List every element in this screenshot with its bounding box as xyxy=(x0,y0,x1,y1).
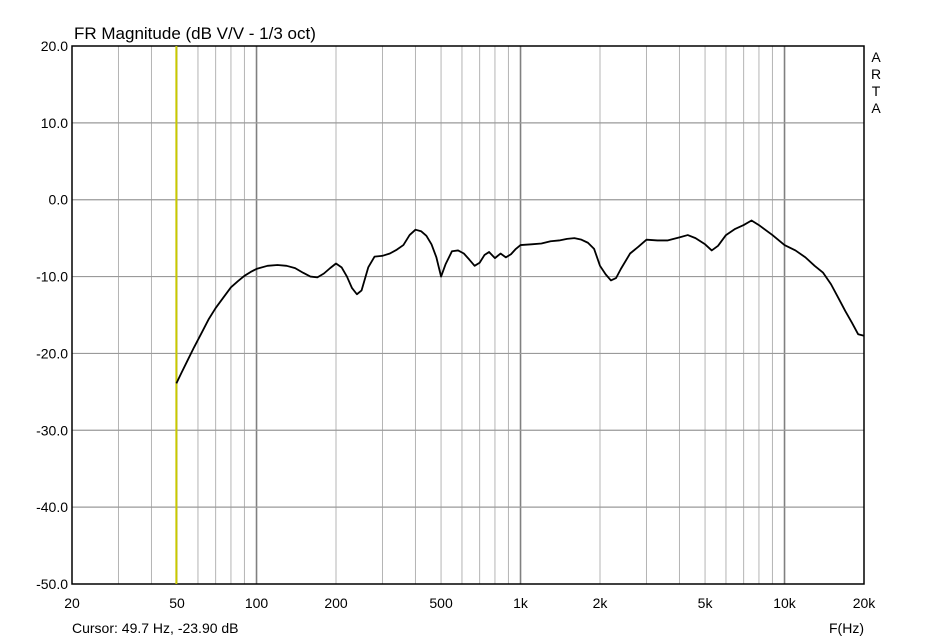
x-tick-label: 1k xyxy=(513,595,529,611)
brand-letter: A xyxy=(871,49,881,65)
plot-border xyxy=(71,45,865,585)
y-tick-label: -20.0 xyxy=(36,345,68,361)
y-tick-label: 10.0 xyxy=(41,115,68,131)
y-tick-label: -40.0 xyxy=(36,499,68,515)
series-line-0 xyxy=(175,219,865,384)
brand-letter: R xyxy=(871,66,881,82)
plot-frame xyxy=(71,45,865,585)
y-tick-label: -10.0 xyxy=(36,269,68,285)
x-tick-label: 100 xyxy=(245,595,269,611)
brand-letter: A xyxy=(871,100,881,116)
x-tick-labels: 20 50 100 200 500 1k 2k 5k 10k 20k xyxy=(64,595,876,611)
grid-lines xyxy=(72,46,864,584)
y-tick-label: 0.0 xyxy=(49,192,69,208)
x-tick-label: 500 xyxy=(429,595,453,611)
y-tick-label: 20.0 xyxy=(41,38,68,54)
series-layer xyxy=(175,219,865,384)
x-axis-label: F(Hz) xyxy=(829,620,864,636)
x-tick-label: 5k xyxy=(698,595,714,611)
x-tick-label: 2k xyxy=(593,595,609,611)
y-tick-label: -30.0 xyxy=(36,422,68,438)
x-tick-label: 50 xyxy=(169,595,185,611)
x-tick-label: 10k xyxy=(773,595,797,611)
brand-letter: T xyxy=(872,83,881,99)
y-tick-labels: 20.0 10.0 0.0 -10.0 -20.0 -30.0 -40.0 -50.0 xyxy=(36,38,68,592)
x-tick-label: 20 xyxy=(64,595,80,611)
chart-title: FR Magnitude (dB V/V - 1/3 oct) xyxy=(74,24,316,43)
cursor-readout: Cursor: 49.7 Hz, -23.90 dB xyxy=(72,620,239,636)
x-tick-label: 200 xyxy=(324,595,348,611)
y-tick-label: -50.0 xyxy=(36,576,68,592)
x-tick-label: 20k xyxy=(853,595,877,611)
